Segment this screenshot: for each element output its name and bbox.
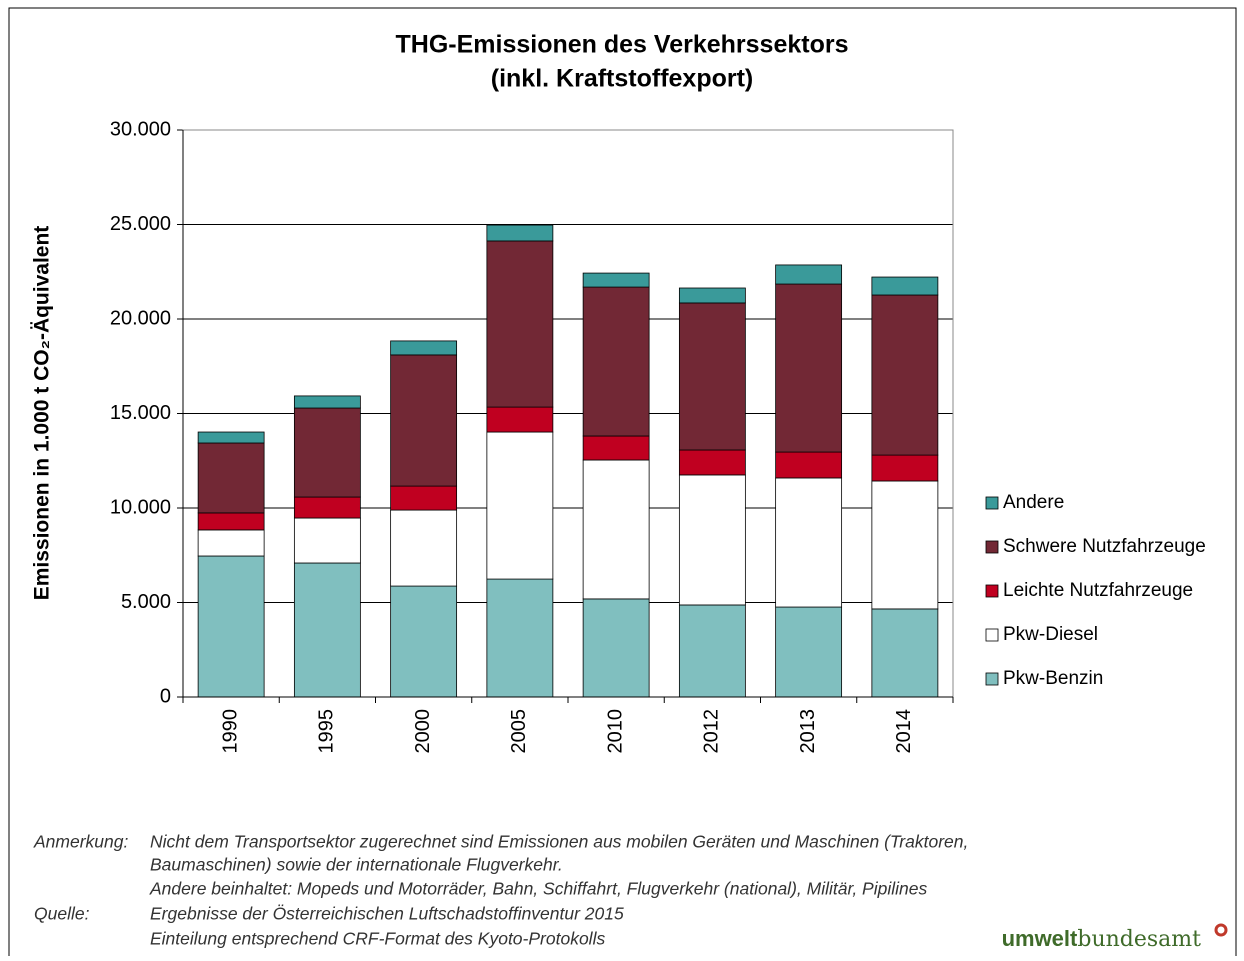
y-tick-label: 20.000 xyxy=(110,307,171,329)
legend-marker xyxy=(985,584,999,598)
bar-segment xyxy=(871,454,939,482)
note-label: Quelle: xyxy=(34,904,90,924)
note: Baumaschinen) sowie der internationale F… xyxy=(150,855,563,875)
bar-segment xyxy=(293,407,361,498)
y-tick-label: 30.000 xyxy=(110,118,171,140)
bar-segment xyxy=(678,287,746,304)
legend-marker xyxy=(985,628,999,642)
bar-segment xyxy=(197,529,265,557)
legend-label: Leichte Nutzfahrzeuge xyxy=(1003,580,1193,601)
bar-segment xyxy=(871,276,939,296)
bar-segment xyxy=(486,240,554,408)
bar-segment xyxy=(871,608,939,698)
bar-segment xyxy=(678,302,746,451)
bar-segment xyxy=(775,283,843,453)
bar-segment xyxy=(197,431,265,444)
logo: umweltbundesamt xyxy=(1002,926,1202,952)
x-tick-label: 2005 xyxy=(508,709,530,754)
bar-segment xyxy=(775,264,843,285)
y-tick-label: 10.000 xyxy=(110,496,171,518)
legend-marker xyxy=(985,540,999,554)
legend-label: Schwere Nutzfahrzeuge xyxy=(1003,536,1206,557)
bar-segment xyxy=(390,354,458,487)
legend-marker xyxy=(985,672,999,686)
logo-part: umwelt xyxy=(1002,926,1078,951)
x-tick-label: 2010 xyxy=(604,709,626,754)
bar-segment xyxy=(678,604,746,698)
bar-segment xyxy=(871,480,939,610)
bar-segment xyxy=(582,272,650,288)
legend-label: Pkw-Benzin xyxy=(1003,668,1103,689)
bar-segment xyxy=(390,485,458,511)
y-axis-label: Emissionen in 1.000 t CO₂-Äquivalent xyxy=(31,226,54,601)
bar-segment xyxy=(197,512,265,531)
bar-segment xyxy=(582,435,650,461)
y-tick-label: 5.000 xyxy=(121,591,171,613)
y-tick-label: 25.000 xyxy=(110,213,171,235)
x-tick-label: 1995 xyxy=(316,709,338,754)
bar-segment xyxy=(293,395,361,409)
note-label: Anmerkung: xyxy=(33,832,128,852)
bar-segment xyxy=(775,451,843,479)
bar-segment xyxy=(678,449,746,476)
bar-segment xyxy=(678,474,746,606)
bar-segment xyxy=(582,286,650,437)
x-tick-label: 2012 xyxy=(701,709,723,754)
bar-segment xyxy=(486,431,554,580)
note: Andere beinhaltet: Mopeds und Motorräder… xyxy=(149,879,927,899)
bar-segment xyxy=(486,406,554,433)
bar-segment xyxy=(775,606,843,698)
chart-title: THG-Emissionen des Verkehrssektors xyxy=(396,31,849,59)
bar-segment xyxy=(197,442,265,514)
note: Ergebnisse der Österreichischen Luftscha… xyxy=(150,904,624,924)
bar-segment xyxy=(582,598,650,698)
x-tick-label: 2014 xyxy=(893,709,915,754)
bar-segment xyxy=(293,562,361,698)
bar-segment xyxy=(486,224,554,242)
x-tick-label: 2000 xyxy=(412,709,434,754)
y-tick-label: 0 xyxy=(160,685,171,707)
chart-title: (inkl. Kraftstoffexport) xyxy=(491,65,754,93)
legend-label: Pkw-Diesel xyxy=(1003,624,1098,645)
bar-segment xyxy=(197,555,265,698)
bar-segment xyxy=(775,477,843,608)
logo-icon xyxy=(1214,923,1228,937)
note: Nicht dem Transportsektor zugerechnet si… xyxy=(150,832,968,852)
logo-part: bundesamt xyxy=(1077,927,1201,952)
bar-segment xyxy=(390,585,458,698)
bar-segment xyxy=(390,509,458,587)
bar-segment xyxy=(293,496,361,519)
legend-label: Andere xyxy=(1003,492,1064,513)
bar-segment xyxy=(582,459,650,600)
y-tick-label: 15.000 xyxy=(110,402,171,424)
legend-marker xyxy=(985,496,999,510)
frame xyxy=(8,7,1237,956)
bar-segment xyxy=(390,340,458,356)
bar-segment xyxy=(871,294,939,456)
bar-segment xyxy=(486,578,554,698)
x-tick-label: 1990 xyxy=(219,709,241,754)
note: Einteilung entsprechend CRF-Format des K… xyxy=(150,929,605,949)
bar-segment xyxy=(293,517,361,564)
x-tick-label: 2013 xyxy=(797,709,819,754)
